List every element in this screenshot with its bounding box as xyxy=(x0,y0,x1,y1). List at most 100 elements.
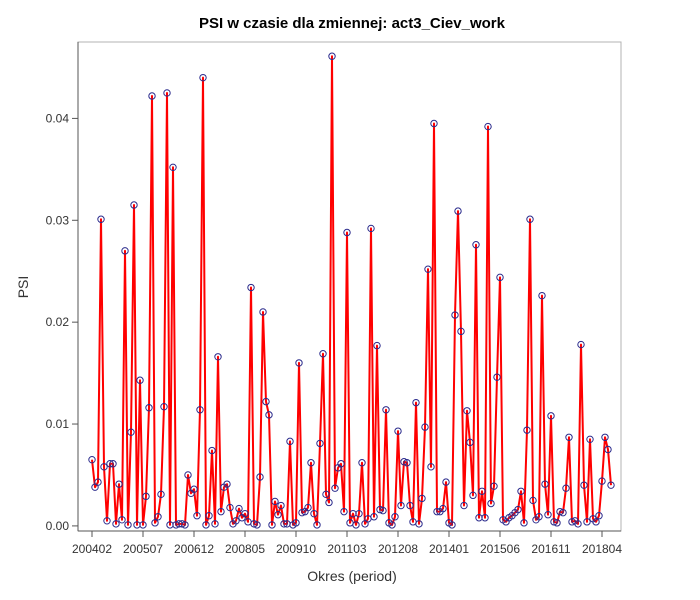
data-point xyxy=(124,521,132,529)
data-point xyxy=(379,506,387,515)
data-point xyxy=(586,435,594,444)
data-point xyxy=(157,490,165,499)
x-tick-label: 201506 xyxy=(480,542,520,556)
data-point xyxy=(274,511,282,519)
data-point xyxy=(340,507,348,516)
data-point xyxy=(142,492,150,501)
y-tick-label: 0.02 xyxy=(46,315,70,329)
y-ticks: 0.00 0.01 0.02 0.03 0.04 xyxy=(46,111,78,533)
data-point xyxy=(169,163,177,172)
data-point xyxy=(355,509,363,518)
data-point xyxy=(448,521,456,529)
data-point xyxy=(241,509,249,518)
data-point xyxy=(421,423,429,431)
data-point xyxy=(496,273,504,282)
data-point xyxy=(352,521,360,529)
data-point xyxy=(565,433,573,441)
data-point xyxy=(178,520,186,528)
data-point xyxy=(358,459,366,467)
data-point xyxy=(331,484,339,492)
data-point xyxy=(481,514,489,522)
x-tick-label: 201103 xyxy=(327,542,366,556)
data-point xyxy=(406,501,414,510)
data-point xyxy=(370,513,378,521)
data-point xyxy=(391,513,399,521)
data-point xyxy=(253,521,261,529)
data-point xyxy=(487,499,495,508)
data-point xyxy=(493,373,501,381)
data-point xyxy=(121,247,129,255)
data-point xyxy=(112,520,120,528)
data-point xyxy=(394,427,402,435)
x-axis: 200402 200507 200612 200805 200910 201103 2012… xyxy=(72,530,622,556)
data-point xyxy=(463,407,471,415)
data-point xyxy=(118,516,126,524)
data-point xyxy=(460,501,468,510)
data-point xyxy=(442,478,450,486)
chart-title: PSI w czasie dla zmiennej: act3_Ciev_wor… xyxy=(199,15,506,32)
data-point xyxy=(424,265,432,273)
data-point xyxy=(451,311,459,319)
data-point xyxy=(580,481,588,489)
data-point xyxy=(595,512,603,520)
data-point xyxy=(538,291,546,300)
data-point xyxy=(604,445,612,454)
data-point xyxy=(544,511,552,519)
data-point xyxy=(541,480,549,488)
data-point xyxy=(196,406,204,414)
data-point xyxy=(412,398,420,407)
data-point xyxy=(115,480,123,488)
data-point xyxy=(160,403,168,411)
data-point xyxy=(427,463,435,471)
data-point xyxy=(562,484,570,492)
x-tick-label: 200507 xyxy=(123,542,163,556)
data-point xyxy=(574,520,582,528)
data-point xyxy=(592,518,600,526)
data-point xyxy=(514,505,522,514)
y-axis: 0.00 0.01 0.02 0.03 0.04 xyxy=(46,42,79,533)
data-point xyxy=(367,224,375,233)
data-point xyxy=(520,519,528,527)
data-point xyxy=(205,512,213,520)
data-point xyxy=(214,353,222,361)
x-ticks: 200402 200507 200612 200805 200910 201103 2012… xyxy=(72,531,622,556)
data-point xyxy=(400,458,408,466)
data-point xyxy=(307,459,315,467)
data-point xyxy=(100,463,108,471)
data-point xyxy=(397,501,405,510)
data-point xyxy=(223,480,231,488)
data-point xyxy=(259,308,267,316)
data-point xyxy=(337,460,345,468)
data-point xyxy=(295,359,303,367)
data-point xyxy=(226,503,234,512)
data-point xyxy=(232,517,240,525)
data-point xyxy=(472,241,480,249)
data-point xyxy=(103,517,111,525)
data-point xyxy=(523,426,531,434)
data-point xyxy=(319,350,327,358)
data-point xyxy=(403,459,411,467)
data-point xyxy=(526,215,534,223)
data-point xyxy=(106,460,114,468)
y-axis-label: PSI xyxy=(15,276,31,299)
data-point xyxy=(517,487,525,495)
data-point xyxy=(313,521,321,529)
x-axis-label: Okres (period) xyxy=(307,568,396,584)
data-point xyxy=(199,73,207,82)
data-point xyxy=(88,455,96,464)
data-point xyxy=(583,518,591,526)
x-tick-label: 201804 xyxy=(582,542,622,556)
series-psi xyxy=(88,52,615,529)
data-point xyxy=(184,471,192,479)
data-point xyxy=(316,439,324,448)
x-tick-label: 200805 xyxy=(225,542,265,556)
data-point xyxy=(382,406,390,414)
data-point xyxy=(439,504,447,513)
data-point xyxy=(292,519,300,527)
data-point xyxy=(97,215,105,223)
data-point xyxy=(235,504,243,513)
data-point xyxy=(139,521,147,529)
y-tick-label: 0.04 xyxy=(46,111,70,125)
data-point xyxy=(190,485,198,493)
data-point xyxy=(202,521,210,529)
